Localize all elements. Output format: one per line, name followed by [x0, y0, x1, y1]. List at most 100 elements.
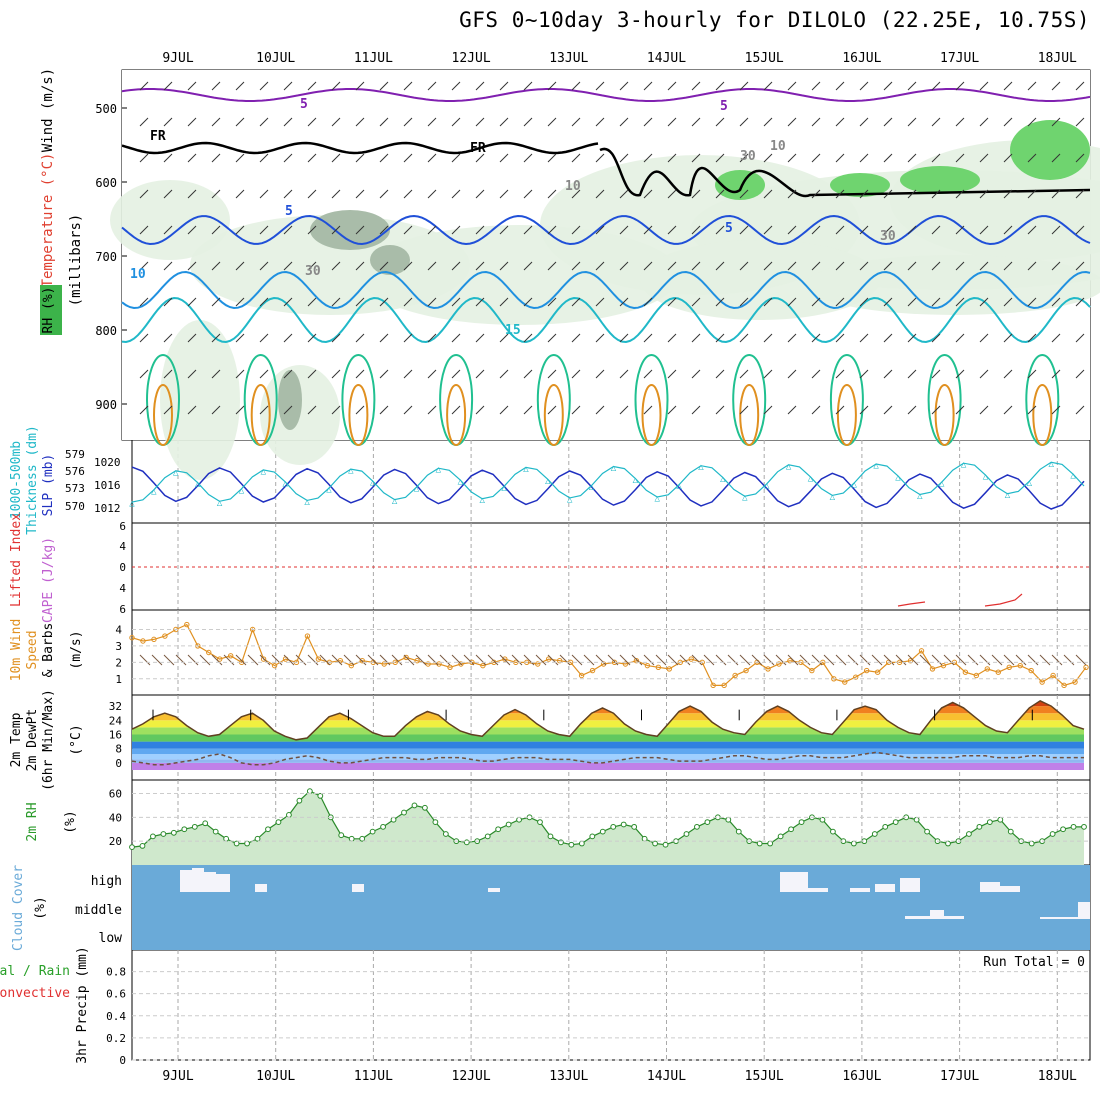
temp-contour-25 — [348, 384, 369, 446]
wind-speed-point — [458, 661, 464, 667]
thickness-point: △ — [523, 464, 529, 474]
wind-barb — [835, 261, 845, 271]
wind-barb — [571, 225, 581, 235]
y-axis-labels: Wind (m/s)Temperature (°C) (millibars) RH … — [0, 68, 90, 1064]
rh-point — [788, 826, 794, 833]
temp-band — [132, 720, 1084, 728]
rh-point — [652, 840, 658, 847]
rh-point — [317, 793, 324, 799]
wind-speed-point — [1039, 679, 1045, 685]
wind-speed-point — [447, 664, 453, 670]
temp-contour-25 — [641, 384, 662, 446]
wind-barb — [643, 405, 653, 415]
cloud-high-bar — [204, 872, 216, 892]
wind-barb — [811, 405, 821, 415]
wind-barb — [931, 333, 941, 343]
wind-barb-10m — [139, 654, 151, 666]
wind-barb — [523, 225, 533, 235]
wind-barb — [619, 261, 629, 271]
thickness-point: △ — [545, 476, 551, 486]
wind-barb — [187, 117, 197, 127]
wind-barb — [163, 297, 173, 307]
rh-point — [170, 829, 177, 836]
wind-speed-point — [907, 658, 914, 664]
wind-barb — [1027, 369, 1037, 379]
wind-barb — [331, 297, 341, 307]
wind-barb — [187, 405, 197, 415]
wind-barb — [379, 405, 389, 415]
wind-barb — [859, 261, 869, 271]
wind-barb — [331, 333, 341, 343]
wind-barb — [1003, 261, 1013, 271]
wind-barb — [643, 225, 653, 235]
wind-barb — [403, 261, 413, 271]
wind-barb-10m — [667, 654, 679, 666]
wind-barb — [787, 117, 797, 127]
rh-point — [976, 823, 983, 830]
x-label-top: 11JUL — [354, 51, 393, 66]
wind-barb — [1051, 369, 1061, 379]
temp-contour-25 — [543, 384, 564, 446]
thickness-point: △ — [479, 496, 485, 506]
wind-barb — [139, 369, 149, 379]
rh-shade-high — [715, 170, 765, 200]
cloud-high-bar — [1000, 886, 1020, 892]
wind-barb — [787, 297, 797, 307]
thickness-point: △ — [808, 474, 814, 484]
label-convective: Convective — [0, 986, 70, 1001]
wind-barb — [979, 333, 989, 343]
thickness-point: △ — [698, 463, 704, 473]
wind-barb — [715, 153, 725, 163]
wind-barb — [547, 189, 557, 199]
li-line — [897, 601, 926, 607]
x-label-bottom: 15JUL — [745, 1069, 784, 1084]
wind-barb — [1051, 189, 1061, 199]
wind-barb — [451, 333, 461, 343]
rh-point — [819, 816, 826, 823]
wind-barb — [811, 369, 821, 379]
rh-point — [129, 844, 135, 850]
x-label-top: 12JUL — [452, 51, 491, 66]
wind-barb — [835, 189, 845, 199]
precip-tick: 0.4 — [106, 1010, 126, 1023]
wind-barb — [379, 261, 389, 271]
wind-barb — [1051, 117, 1061, 127]
wind-barb — [907, 333, 917, 343]
wind-barb — [739, 189, 749, 199]
wind-barb — [1003, 405, 1013, 415]
wind-barb — [235, 189, 245, 199]
label-3hr-precip: 3hr Precip (mm) — [75, 946, 90, 1063]
rh-point — [1007, 828, 1014, 835]
wind-barb — [787, 153, 797, 163]
wind-barb — [643, 369, 653, 379]
wind-barb — [691, 297, 701, 307]
rh-shade-mid — [278, 370, 302, 430]
precip-panel: 0.8 0.6 0.4 0.2 0 Run Total = 0 — [106, 955, 1090, 1067]
thickness-point: △ — [348, 466, 354, 476]
wind-speed-point — [227, 653, 234, 659]
label-millibars: (millibars) — [68, 214, 84, 307]
wind-barb — [667, 297, 677, 307]
thickness-point: △ — [720, 475, 726, 485]
wind-barb — [979, 225, 989, 235]
rh-point — [945, 840, 951, 847]
temp-contour-5 — [121, 214, 1091, 246]
wind-barb — [403, 225, 413, 235]
wind-barb-10m — [607, 654, 619, 666]
rh-point — [735, 828, 742, 835]
temp-contour-25 — [1032, 384, 1053, 446]
wind-barb-10m — [727, 654, 739, 666]
wind-speed-point — [655, 664, 662, 670]
cloud-mid-bar — [1040, 917, 1080, 919]
wind-barb-10m — [415, 654, 427, 666]
wind-barb — [451, 405, 461, 415]
wind-barb — [1075, 261, 1085, 271]
wind-barb — [835, 225, 845, 235]
temp-contour-10 — [121, 270, 1091, 310]
wind-barb — [715, 333, 725, 343]
wind-barb — [283, 153, 293, 163]
cloud-cover-panel: high middle low — [75, 865, 1090, 950]
thickness-point: △ — [173, 468, 179, 478]
wind-barb — [907, 405, 917, 415]
